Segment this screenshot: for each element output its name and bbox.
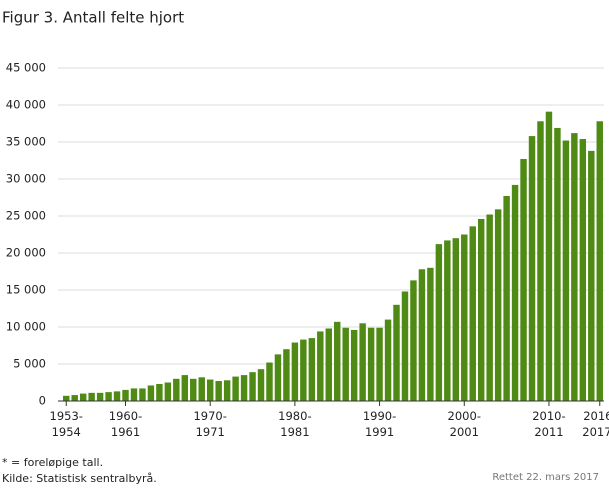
bar bbox=[173, 378, 180, 401]
bar bbox=[376, 327, 383, 401]
bar bbox=[359, 323, 366, 401]
bar bbox=[461, 234, 468, 401]
bar bbox=[122, 389, 129, 401]
x-tick-label: 2010- 2011 bbox=[532, 409, 566, 439]
bar bbox=[393, 304, 400, 401]
bar bbox=[308, 338, 316, 401]
x-tick-label: 1970- 1971 bbox=[193, 409, 227, 439]
bar bbox=[79, 393, 87, 401]
bar bbox=[232, 376, 239, 401]
bar bbox=[283, 349, 290, 401]
bar bbox=[130, 388, 138, 401]
bar bbox=[469, 226, 476, 401]
bar bbox=[249, 372, 256, 401]
bar bbox=[562, 140, 570, 401]
bar bbox=[215, 381, 222, 401]
x-tick-label: 1980- 1981 bbox=[278, 409, 312, 439]
bar bbox=[528, 136, 536, 401]
bar bbox=[274, 354, 282, 401]
y-tick-label: 15 000 bbox=[6, 283, 46, 297]
bar bbox=[579, 139, 587, 402]
x-tick-label: 1990- 1991 bbox=[362, 409, 397, 439]
bar bbox=[410, 280, 417, 401]
x-tick-label: 1953- 1954 bbox=[49, 409, 83, 439]
bar bbox=[367, 327, 375, 401]
bar bbox=[452, 238, 460, 401]
bar bbox=[257, 369, 265, 401]
bar bbox=[350, 329, 358, 401]
x-tick-label: 1960- 1961 bbox=[108, 409, 143, 439]
bar bbox=[325, 328, 332, 401]
y-tick-label: 40 000 bbox=[6, 98, 46, 112]
bar bbox=[63, 395, 70, 401]
bar bbox=[511, 184, 519, 401]
bar bbox=[240, 375, 248, 401]
y-tick-label: 45 000 bbox=[6, 61, 46, 75]
bar bbox=[384, 319, 392, 401]
bar bbox=[494, 209, 502, 401]
bar bbox=[444, 240, 451, 401]
bar bbox=[223, 380, 231, 401]
note: * = foreløpige tall. bbox=[2, 456, 104, 469]
bar bbox=[300, 339, 307, 401]
bar bbox=[139, 388, 146, 401]
bar bbox=[545, 111, 553, 401]
bar bbox=[113, 391, 121, 401]
bar bbox=[537, 121, 544, 401]
y-tick-label: 20 000 bbox=[6, 246, 46, 260]
bar bbox=[588, 150, 595, 401]
bar bbox=[181, 375, 189, 401]
x-tick-label: 2016/ 2017* bbox=[582, 409, 609, 439]
bar bbox=[418, 269, 426, 401]
bar bbox=[156, 383, 163, 401]
y-tick-label: 10 000 bbox=[6, 320, 46, 334]
bar bbox=[334, 321, 341, 401]
bar bbox=[486, 214, 493, 401]
bar bbox=[427, 267, 434, 401]
note: Kilde: Statistisk sentralbyrå. bbox=[2, 472, 157, 485]
bar bbox=[266, 362, 273, 401]
bar bbox=[88, 392, 95, 401]
y-tick-label: 0 bbox=[39, 394, 46, 408]
bar bbox=[190, 378, 197, 401]
bar bbox=[571, 133, 578, 401]
bar bbox=[206, 379, 214, 401]
bar bbox=[291, 342, 299, 401]
chart-title: Figur 3. Antall felte hjort bbox=[2, 9, 184, 27]
corrected-note: Rettet 22. mars 2017 bbox=[492, 472, 599, 483]
y-tick-label: 30 000 bbox=[6, 172, 46, 186]
bar bbox=[401, 291, 409, 401]
y-tick-label: 5 000 bbox=[13, 357, 46, 371]
bar bbox=[342, 327, 349, 401]
y-tick-label: 25 000 bbox=[6, 209, 46, 223]
bar bbox=[503, 196, 510, 401]
bar bbox=[71, 395, 78, 401]
bar bbox=[198, 377, 205, 401]
bar bbox=[596, 121, 603, 401]
bar bbox=[96, 392, 104, 401]
bar bbox=[477, 218, 485, 401]
x-tick-label: 2000- 2001 bbox=[447, 409, 481, 439]
bar bbox=[105, 392, 112, 401]
y-tick-label: 35 000 bbox=[6, 135, 46, 149]
bar bbox=[317, 331, 324, 401]
bar bbox=[520, 159, 527, 401]
bar bbox=[164, 382, 172, 401]
bar bbox=[435, 244, 443, 401]
bar bbox=[554, 127, 561, 401]
bar bbox=[147, 385, 155, 401]
